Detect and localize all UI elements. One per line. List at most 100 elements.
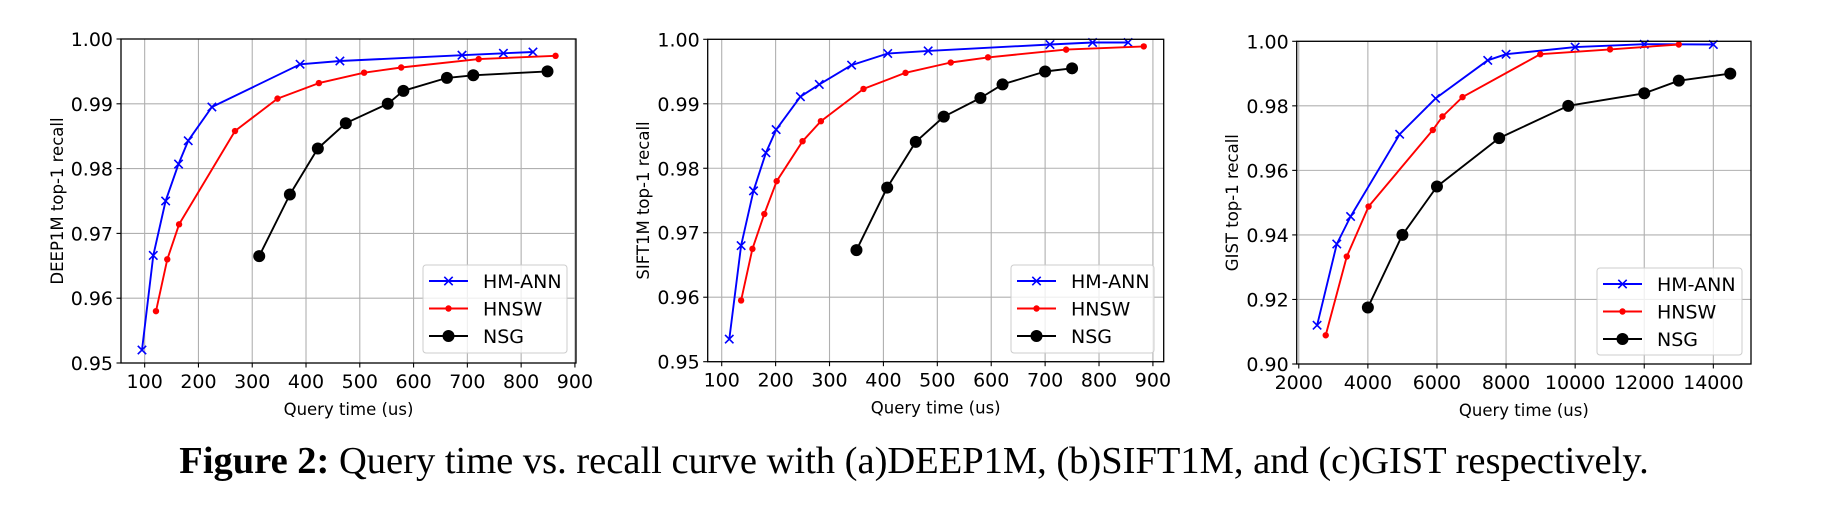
- legend-label: NSG: [483, 326, 524, 348]
- data-point-hm-ann: [183, 135, 193, 146]
- data-point-hnsw: [1140, 43, 1147, 50]
- y-tick-label: 0.90: [1246, 354, 1288, 376]
- data-point-nsg: [440, 71, 453, 84]
- data-point-nsg: [1493, 132, 1506, 145]
- y-tick-label: 0.98: [71, 159, 113, 181]
- plot-frame: [1296, 40, 1752, 365]
- chart-3: 2000 4000 6000 8000 10000 12000 14000 0.90 0.92 0…: [1223, 31, 1752, 420]
- legend-label: NSG: [1071, 326, 1112, 348]
- data-point-hnsw: [315, 79, 323, 87]
- data-point-hnsw: [1537, 51, 1544, 58]
- data-point-hnsw: [152, 307, 160, 315]
- data-point-nsg: [311, 142, 324, 155]
- plot-frame: [707, 38, 1165, 363]
- data-point-hnsw: [164, 256, 171, 263]
- data-point-nsg: [1396, 228, 1409, 241]
- legend-box: [1596, 267, 1743, 356]
- legend-marker: [1033, 305, 1040, 312]
- y-tick-label: 0.95: [657, 352, 699, 374]
- legend-marker: [442, 330, 455, 342]
- legend-item-nsg: NSG: [429, 326, 524, 348]
- series-line-nsg: [258, 70, 548, 257]
- x-tick-label: 400: [288, 371, 324, 393]
- data-point-nsg: [1361, 301, 1374, 314]
- y-tick-label: 0.97: [657, 223, 699, 245]
- legend-item-hm-ann: HM-ANN: [1017, 271, 1150, 293]
- data-point-hnsw: [984, 54, 992, 61]
- data-point-hnsw: [1429, 126, 1437, 134]
- legend-item-hnsw: HNSW: [1603, 302, 1717, 324]
- data-point-hm-ann: [1570, 42, 1580, 52]
- data-point-nsg: [339, 117, 352, 130]
- legend-label: NSG: [1657, 329, 1698, 351]
- legend-box: [1010, 264, 1155, 354]
- y-tick-label: 0.99: [657, 94, 699, 116]
- x-tick-label: 800: [503, 371, 539, 393]
- x-tick-label: 400: [865, 370, 901, 392]
- data-point-hnsw: [274, 95, 281, 102]
- y-tick-label: 1.00: [1246, 31, 1288, 53]
- legend-item-hm-ann: HM-ANN: [1603, 274, 1736, 296]
- data-point-nsg: [850, 244, 863, 257]
- y-tick-label: 0.94: [1246, 225, 1288, 247]
- data-point-hnsw: [761, 210, 768, 218]
- data-point-hnsw: [817, 117, 825, 125]
- data-point-nsg: [881, 181, 894, 194]
- data-point-hm-ann: [846, 60, 857, 70]
- data-point-hnsw: [860, 85, 867, 93]
- data-point-hm-ann: [137, 345, 147, 355]
- y-tick-label: 0.96: [71, 288, 113, 310]
- data-point-nsg: [541, 65, 554, 78]
- x-axis-label: Query time (us): [1459, 401, 1589, 420]
- data-point-hnsw: [360, 69, 368, 76]
- data-point-hm-ann: [1430, 93, 1441, 104]
- x-tick-label: 100: [127, 371, 163, 393]
- data-point-hm-ann: [1482, 55, 1493, 66]
- data-point-hnsw: [1459, 93, 1466, 101]
- data-point-hm-ann: [1045, 39, 1055, 50]
- legend-marker: [1031, 276, 1042, 286]
- caption-text: Query time vs. recall curve with (a)DEEP…: [338, 440, 1649, 482]
- data-point-hm-ann: [882, 48, 893, 59]
- x-tick-label: 300: [811, 370, 847, 392]
- legend-label: HNSW: [483, 299, 543, 321]
- data-point-hnsw: [231, 127, 239, 135]
- legend-item-nsg: NSG: [1603, 329, 1698, 351]
- x-tick-label: 12000: [1614, 372, 1674, 394]
- y-tick-label: 0.96: [1246, 160, 1288, 182]
- data-point-nsg: [1430, 180, 1443, 193]
- x-tick-label: 900: [1135, 370, 1171, 392]
- series-line-hnsw: [155, 54, 556, 312]
- y-tick-label: 0.92: [1246, 289, 1288, 311]
- data-point-hnsw: [749, 245, 756, 253]
- data-point-hnsw: [1675, 41, 1682, 48]
- series-line-hm-ann: [1316, 43, 1714, 326]
- x-tick-label: 800: [1081, 370, 1117, 392]
- legend-label: HM-ANN: [483, 271, 562, 293]
- series-hnsw: [737, 43, 1147, 304]
- x-tick-label: 100: [704, 370, 740, 392]
- data-point-nsg: [397, 84, 410, 97]
- data-point-hm-ann: [335, 56, 345, 66]
- data-point-hnsw: [175, 221, 183, 228]
- data-point-hnsw: [1439, 113, 1446, 120]
- data-point-nsg: [909, 135, 922, 148]
- x-tick-label: 600: [395, 371, 431, 393]
- x-axis-label: Query time (us): [871, 399, 1001, 418]
- data-point-hm-ann: [814, 79, 825, 90]
- legend-marker: [1030, 330, 1043, 342]
- data-point-nsg: [467, 69, 480, 82]
- legend-marker: [1619, 308, 1626, 315]
- data-point-hnsw: [737, 297, 745, 304]
- y-tick-label: 0.97: [71, 223, 113, 245]
- data-point-nsg: [1039, 65, 1052, 78]
- legend-item-hnsw: HNSW: [1017, 299, 1131, 321]
- data-point-hm-ann: [1345, 211, 1356, 222]
- caption-label: Figure 2:: [179, 440, 330, 482]
- x-tick-label: 500: [919, 370, 955, 392]
- data-point-hm-ann: [1501, 49, 1511, 59]
- data-point-hm-ann: [457, 50, 467, 60]
- data-point-hnsw: [947, 59, 954, 66]
- x-tick-label: 300: [234, 371, 270, 393]
- data-point-hm-ann: [736, 240, 746, 251]
